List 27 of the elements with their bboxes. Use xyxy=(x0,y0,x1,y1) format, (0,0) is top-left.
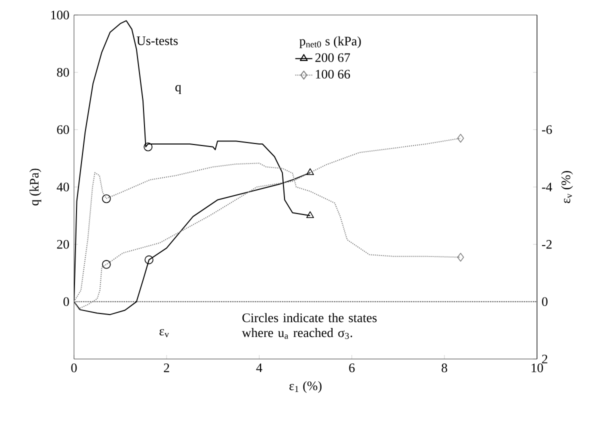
x-tick-label: 2 xyxy=(164,364,170,372)
annotation: q xyxy=(175,85,182,94)
x-tick-label: 8 xyxy=(442,364,448,372)
x-tick-label: 4 xyxy=(256,364,262,372)
x-tick-label: 10 xyxy=(532,364,543,372)
y-tick-label: 20 xyxy=(57,240,69,249)
y2-tick-label: 0 xyxy=(542,297,548,306)
annotation: ε$_{v}$ xyxy=(160,329,170,338)
y2-tick-label: 2 xyxy=(542,354,548,364)
y-tick-label: 80 xyxy=(57,68,69,77)
x-tick-label: 6 xyxy=(349,364,355,372)
y-tick-label: 40 xyxy=(56,182,69,192)
legend-label: 100 66 xyxy=(316,70,350,79)
x-axis-title: ε$_{1}$ (%) xyxy=(289,381,322,393)
legend-title: p$_{net0}$ s (kPa) xyxy=(299,36,361,48)
annotation: Us-tests xyxy=(136,36,178,46)
y-tick-label: 100 xyxy=(51,10,69,20)
y2-tick-label: -6 xyxy=(542,125,552,134)
annotation: Circles indicate the states where u$_{a}$ reached σ$_{3}$. xyxy=(242,313,377,339)
y-tick-label: 0 xyxy=(64,297,69,306)
y2-tick-label: -4 xyxy=(542,182,552,192)
y-axis-title: q (kPa) xyxy=(29,168,42,206)
y-tick-label: 60 xyxy=(57,125,69,134)
x-tick-label: 0 xyxy=(71,364,77,372)
y2-axis-title: ε$_{v}$ (%) xyxy=(561,171,573,204)
legend-label: 200 67 xyxy=(315,53,350,62)
y2-tick-label: -2 xyxy=(542,240,552,249)
